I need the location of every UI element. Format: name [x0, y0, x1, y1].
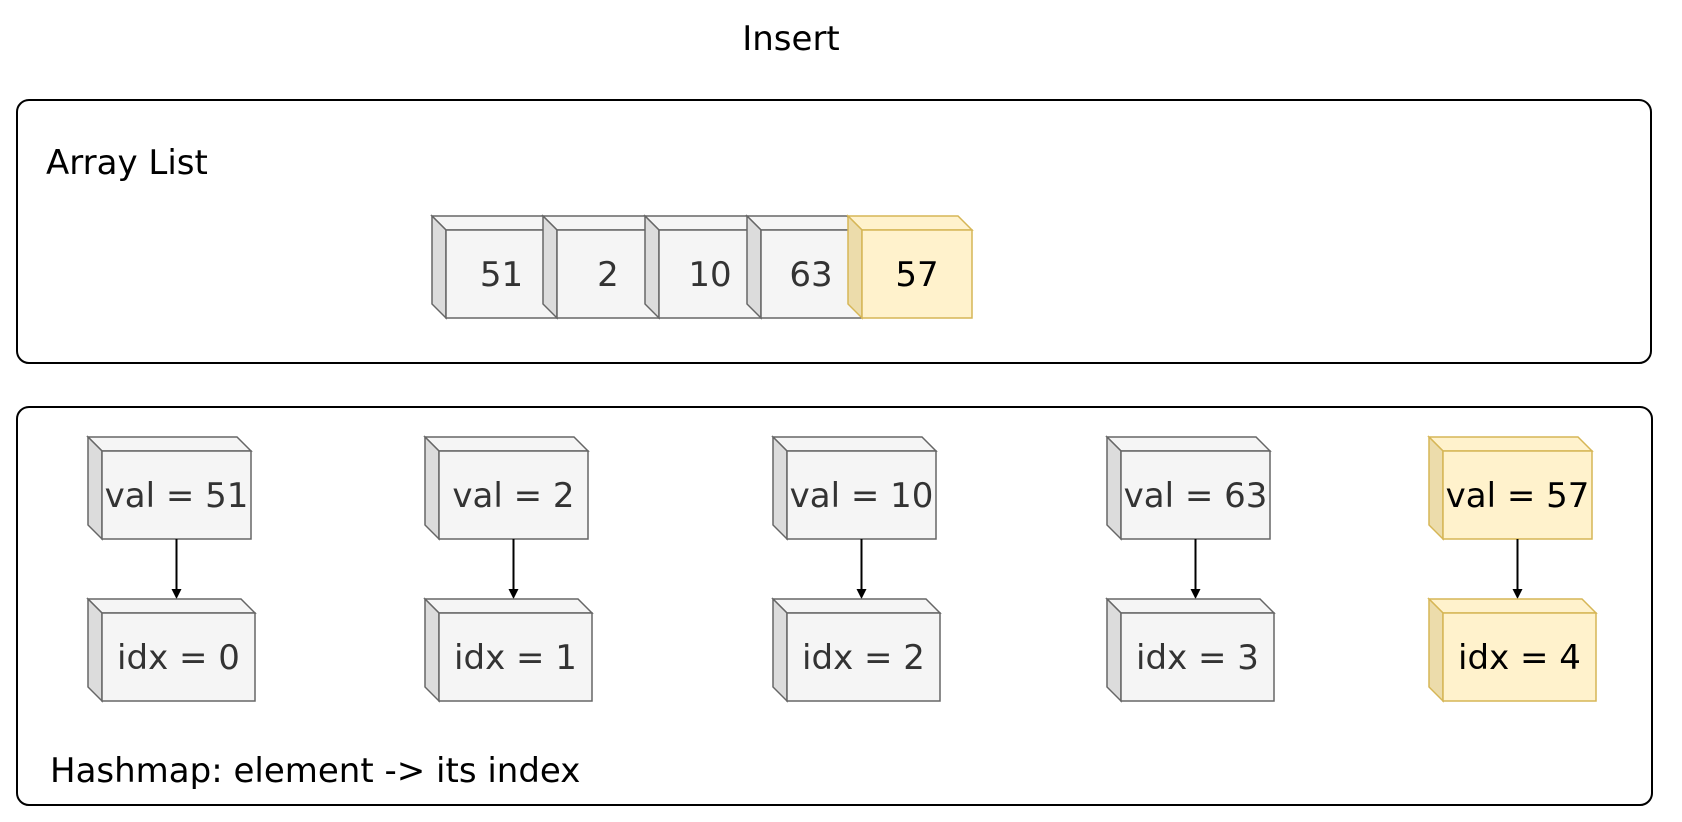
hashmap-idx-box: idx = 2 — [771, 597, 942, 703]
array-cell-front-face — [556, 229, 660, 319]
array-cell-text: 63 — [789, 255, 832, 295]
hashmap-val-box-top-face — [1427, 436, 1594, 452]
array-cell-front-face — [445, 229, 558, 319]
array-cell-top-face — [643, 215, 763, 231]
array-list-label: Array List — [46, 143, 208, 183]
hashmap-val-box-text: val = 51 — [105, 476, 249, 516]
hashmap-val-box-side-face — [1106, 435, 1122, 541]
hashmap-idx-box-side-face — [1428, 597, 1444, 703]
array-cell-top-face — [745, 215, 863, 231]
hashmap-val-box-side-face — [1428, 435, 1444, 541]
array-cell: 57 — [846, 214, 974, 320]
hashmap-idx-box: idx = 0 — [86, 597, 257, 703]
array-cell-side-face — [542, 214, 558, 320]
array-cell-top-face — [846, 215, 974, 231]
hashmap-val-box-side-face — [424, 435, 440, 541]
hashmap-idx-box-side-face — [772, 597, 788, 703]
hashmap-idx-box-text: idx = 3 — [1136, 638, 1259, 678]
hashmap-idx-box: idx = 1 — [423, 597, 594, 703]
hashmap-idx-box: idx = 4 — [1427, 597, 1598, 703]
hashmap-idx-box-top-face — [1427, 598, 1598, 614]
hashmap-label: Hashmap: element -> its index — [50, 751, 580, 791]
array-cell-text: 10 — [688, 255, 731, 295]
hashmap-entries: val = 51 idx = 0 val = 2 idx = 1 val = 10 idx… — [86, 435, 1598, 703]
hashmap-idx-box: idx = 3 — [1105, 597, 1276, 703]
hashmap-idx-box-text: idx = 0 — [117, 638, 240, 678]
hashmap-idx-box-text: idx = 1 — [454, 638, 577, 678]
hashmap-val-box: val = 10 — [771, 435, 938, 541]
array-cell-text: 51 — [480, 255, 523, 295]
diagram-title: Insert — [742, 19, 840, 59]
hashmap-idx-box-front-face — [101, 612, 256, 702]
hashmap-val-box-text: val = 63 — [1124, 476, 1268, 516]
hashmap-idx-box-top-face — [86, 598, 257, 614]
array-cell-top-face — [541, 215, 661, 231]
hashmap-val-box-front-face — [101, 450, 252, 540]
array-cell: 51 — [430, 214, 559, 320]
array-cell-front-face — [760, 229, 862, 319]
hashmap-idx-box-side-face — [424, 597, 440, 703]
hashmap-val-box-side-face — [87, 435, 103, 541]
hashmap-idx-box-top-face — [771, 598, 942, 614]
hashmap-panel — [16, 406, 1653, 806]
hashmap-val-box-top-face — [771, 436, 938, 452]
array-cell-side-face — [431, 214, 447, 320]
array-list-panel — [16, 99, 1652, 364]
hashmap-val-box-top-face — [423, 436, 590, 452]
hashmap-val-box-front-face — [438, 450, 589, 540]
hashmap-val-box-front-face — [1120, 450, 1271, 540]
hashmap-val-box: val = 2 — [423, 435, 590, 541]
hashmap-val-box-front-face — [786, 450, 937, 540]
array-cell: 10 — [643, 214, 763, 320]
hashmap-idx-box-side-face — [1106, 597, 1122, 703]
hashmap-val-box: val = 63 — [1105, 435, 1272, 541]
hashmap-val-box-top-face — [86, 436, 253, 452]
hashmap-idx-box-text: idx = 4 — [1458, 638, 1581, 678]
array-cell-side-face — [847, 214, 863, 320]
array-cell-side-face — [644, 214, 660, 320]
hashmap-idx-box-front-face — [438, 612, 593, 702]
hashmap-idx-box-front-face — [786, 612, 941, 702]
hashmap-val-box-front-face — [1442, 450, 1593, 540]
hashmap-idx-box-top-face — [1105, 598, 1276, 614]
array-cell-text: 57 — [895, 255, 938, 295]
hashmap-val-box: val = 51 — [86, 435, 253, 541]
array-cells: 51 2 10 63 57 — [430, 214, 974, 320]
hashmap-idx-box-top-face — [423, 598, 594, 614]
hashmap-val-box-text: val = 2 — [452, 476, 574, 516]
hashmap-idx-box-front-face — [1442, 612, 1597, 702]
hashmap-val-box: val = 57 — [1427, 435, 1594, 541]
hashmap-val-box-text: val = 57 — [1446, 476, 1590, 516]
array-cell-front-face — [861, 229, 973, 319]
array-cell-top-face — [430, 215, 559, 231]
hashmap-idx-box-text: idx = 2 — [802, 638, 925, 678]
hashmap-val-box-top-face — [1105, 436, 1272, 452]
hashmap-val-box-side-face — [772, 435, 788, 541]
hashmap-val-box-text: val = 10 — [790, 476, 934, 516]
array-cell: 2 — [541, 214, 661, 320]
array-cell: 63 — [745, 214, 863, 320]
hashmap-idx-box-side-face — [87, 597, 103, 703]
array-cell-text: 2 — [597, 255, 619, 295]
array-cell-side-face — [746, 214, 762, 320]
hashmap-idx-box-front-face — [1120, 612, 1275, 702]
